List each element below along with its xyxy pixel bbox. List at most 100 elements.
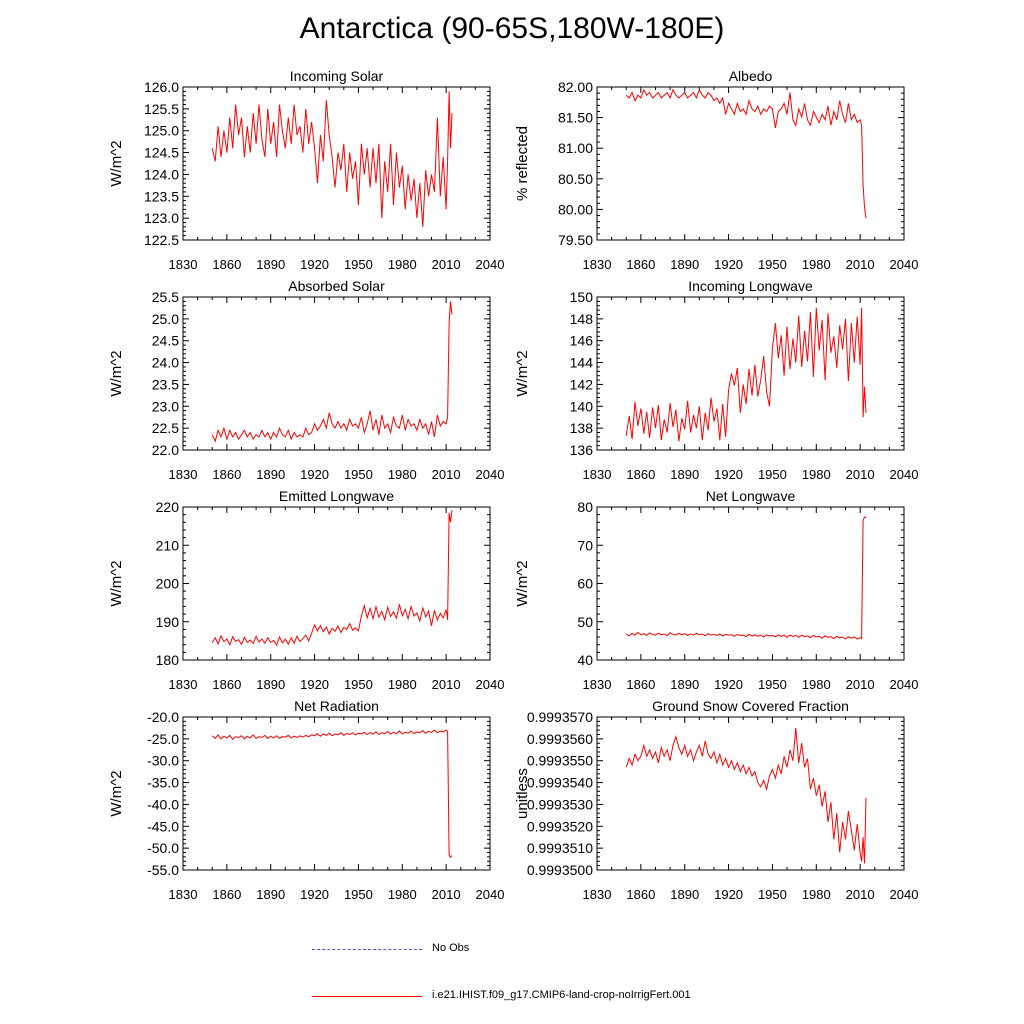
x-tick-label: 1950 xyxy=(344,467,373,482)
y-tick-label: 125.0 xyxy=(144,123,179,139)
legend-entry-obs: No Obs xyxy=(0,940,1024,960)
y-tick-label: 124.0 xyxy=(144,166,179,182)
y-tick-label: 80 xyxy=(577,499,593,515)
y-tick-label: 220 xyxy=(156,499,180,515)
y-tick-label: 180 xyxy=(156,652,180,668)
chart-panel-6: Net Longwave W/m^2 1830 1860 1890 1920 1950 198… xyxy=(514,488,918,692)
x-tick-label: 1980 xyxy=(802,467,831,482)
panel-title: Emitted Longwave xyxy=(279,488,394,504)
y-tick-label: 146 xyxy=(570,333,594,349)
y-tick-label: 200 xyxy=(156,576,180,592)
x-tick-label: 2040 xyxy=(476,467,505,482)
y-tick-label: -35.0 xyxy=(147,775,179,791)
panel-title: Net Radiation xyxy=(294,698,379,714)
x-tick-label: 1950 xyxy=(758,677,787,692)
y-tick-label: -45.0 xyxy=(147,818,179,834)
legend-entry-model: i.e21.IHIST.f09_g17.CMIP6-land-crop-noIr… xyxy=(0,987,1024,1007)
y-tick-label: 150 xyxy=(570,289,594,305)
x-tick-label: 1890 xyxy=(256,887,285,902)
legend-label-model: i.e21.IHIST.f09_g17.CMIP6-land-crop-noIr… xyxy=(432,989,691,1001)
x-tick-label: 2010 xyxy=(846,887,875,902)
panel-title: Absorbed Solar xyxy=(288,278,385,294)
series-line xyxy=(211,91,453,227)
x-tick-label: 1950 xyxy=(758,257,787,272)
y-tick-label: 138 xyxy=(570,420,594,436)
legend-line-model xyxy=(312,996,422,997)
x-tick-label: 1830 xyxy=(583,467,612,482)
plot-frame xyxy=(596,506,905,661)
x-tick-label: 1950 xyxy=(344,677,373,692)
y-tick-label: 25.5 xyxy=(152,289,179,305)
x-tick-label: 1890 xyxy=(670,887,699,902)
chart-panel-5: Emitted Longwave W/m^2 1830 1860 1890 1920 195… xyxy=(108,488,504,692)
x-tick-label: 1950 xyxy=(758,467,787,482)
x-tick-label: 1890 xyxy=(670,677,699,692)
x-tick-label: 2010 xyxy=(432,257,461,272)
x-tick-label: 1980 xyxy=(388,677,417,692)
x-tick-label: 2040 xyxy=(890,677,919,692)
x-tick-label: 1920 xyxy=(300,257,329,272)
series-line xyxy=(625,88,867,219)
x-tick-label: 1950 xyxy=(344,887,373,902)
series-line xyxy=(625,727,867,864)
y-tick-label: 70 xyxy=(577,537,593,553)
y-tick-label: 24.5 xyxy=(152,333,179,349)
legend-line-obs xyxy=(312,949,422,950)
chart-panel-4: Incoming Longwave W/m^2 1830 1860 1890 1920 19… xyxy=(514,278,918,482)
plot-frame xyxy=(182,506,491,661)
x-tick-label: 1980 xyxy=(388,257,417,272)
x-tick-label: 2040 xyxy=(890,467,919,482)
y-tick-label: 24.0 xyxy=(152,355,179,371)
chart-panel-8: Ground Snow Covered Fraction unitless 1830… xyxy=(514,698,918,902)
y-tick-label: 50 xyxy=(577,614,593,630)
x-tick-label: 2010 xyxy=(432,467,461,482)
y-tick-label: 124.5 xyxy=(144,145,179,161)
y-tick-label: 136 xyxy=(570,442,594,458)
y-tick-label: 80.50 xyxy=(558,171,593,187)
series-line xyxy=(211,729,453,859)
x-tick-label: 1920 xyxy=(300,677,329,692)
x-tick-label: 1830 xyxy=(169,257,198,272)
y-tick-label: 122.5 xyxy=(144,232,179,248)
figure-title: Antarctica (90-65S,180W-180E) xyxy=(299,12,725,45)
y-tick-label: 81.00 xyxy=(558,140,593,156)
y-axis-label: % reflected xyxy=(514,126,531,201)
y-tick-label: 142 xyxy=(570,376,594,392)
x-tick-label: 1830 xyxy=(583,257,612,272)
x-tick-label: 1920 xyxy=(714,677,743,692)
plot-frame xyxy=(182,716,491,871)
x-tick-label: 1860 xyxy=(212,887,241,902)
x-tick-label: 2040 xyxy=(476,257,505,272)
x-tick-label: 1950 xyxy=(758,887,787,902)
x-tick-label: 1830 xyxy=(583,677,612,692)
y-axis-label: W/m^2 xyxy=(108,350,125,396)
y-tick-label: 0.9993500 xyxy=(527,862,593,878)
x-tick-label: 2010 xyxy=(846,467,875,482)
y-tick-label: 22.5 xyxy=(152,420,179,436)
y-tick-label: 60 xyxy=(577,576,593,592)
x-tick-label: 1980 xyxy=(802,677,831,692)
y-tick-label: 0.9993570 xyxy=(527,709,593,725)
x-tick-label: 1860 xyxy=(626,257,655,272)
plot-frame xyxy=(596,86,905,241)
x-tick-label: 1890 xyxy=(670,467,699,482)
y-tick-label: 0.9993560 xyxy=(527,731,593,747)
x-tick-label: 2010 xyxy=(846,677,875,692)
y-tick-label: 23.0 xyxy=(152,398,179,414)
x-tick-label: 2040 xyxy=(890,257,919,272)
y-tick-label: 82.00 xyxy=(558,79,593,95)
x-tick-label: 1860 xyxy=(626,677,655,692)
chart-panel-3: Absorbed Solar W/m^2 1830 1860 1890 1920 1950 1… xyxy=(108,278,504,482)
y-tick-label: 81.50 xyxy=(558,110,593,126)
y-axis-label: W/m^2 xyxy=(108,560,125,606)
y-tick-label: 148 xyxy=(570,311,594,327)
chart-panel-7: Net Radiation W/m^2 1830 1860 1890 1920 1950 19… xyxy=(108,698,504,902)
x-tick-label: 1920 xyxy=(300,887,329,902)
plot-frame xyxy=(596,716,905,871)
x-tick-label: 1860 xyxy=(212,257,241,272)
y-tick-label: 25.0 xyxy=(152,311,179,327)
y-tick-label: 0.9993540 xyxy=(527,775,593,791)
x-tick-label: 1920 xyxy=(300,467,329,482)
panel-title: Ground Snow Covered Fraction xyxy=(652,698,849,714)
y-tick-label: 79.50 xyxy=(558,232,593,248)
